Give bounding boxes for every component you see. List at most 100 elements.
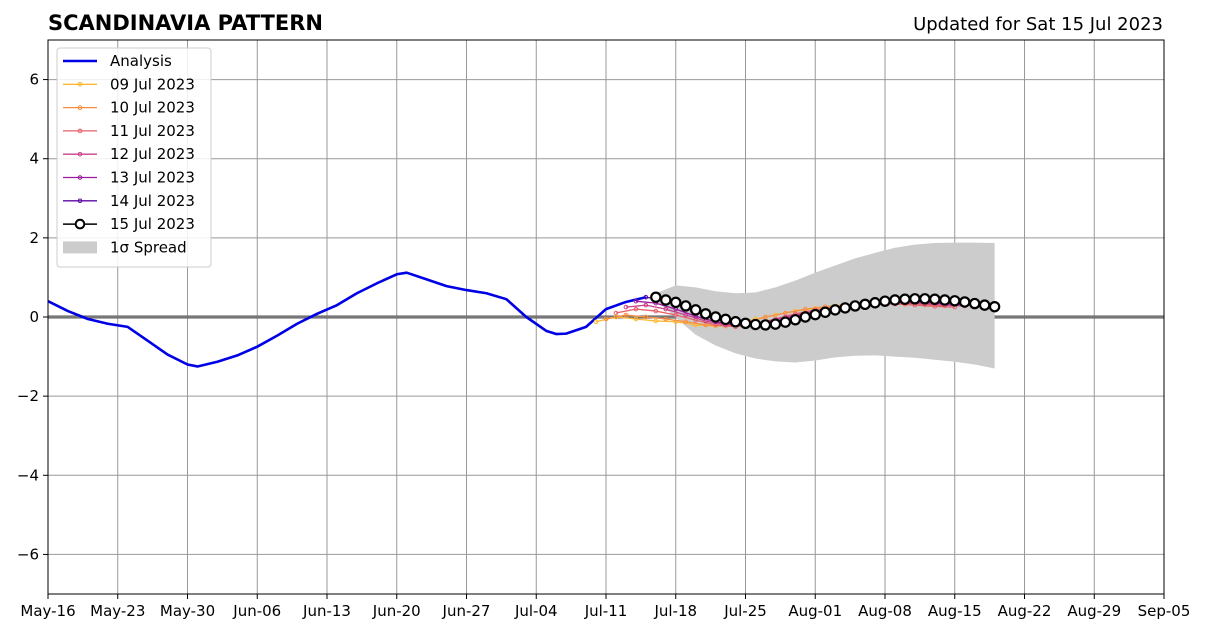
forecast-point	[623, 304, 629, 310]
x-tick-label: Aug-29	[1067, 602, 1121, 620]
forecast-point	[643, 294, 649, 300]
legend-item: 1σ Spread	[63, 238, 187, 256]
legend-label: 13 Jul 2023	[110, 169, 195, 187]
latest-point	[949, 295, 961, 307]
latest-point	[839, 302, 851, 314]
forecast-point	[633, 316, 639, 322]
y-tick-label: −2	[17, 387, 39, 405]
latest-point	[849, 300, 861, 312]
x-tick-label: Jul-04	[514, 602, 558, 620]
spread-band-group	[655, 242, 995, 369]
x-tick-label: Aug-01	[788, 602, 842, 620]
latest-point	[789, 314, 802, 326]
latest-point	[689, 304, 702, 316]
latest-point	[749, 318, 762, 331]
legend-item: 10 Jul 2023	[63, 99, 195, 117]
forecast-point	[633, 306, 639, 312]
latest-point	[968, 297, 981, 310]
latest-point	[988, 301, 1001, 313]
forecast-point	[653, 318, 659, 324]
latest-point	[879, 295, 891, 307]
legend-swatch-marker	[77, 151, 83, 157]
forecast-point	[623, 312, 629, 318]
latest-point	[799, 311, 811, 323]
latest-point	[809, 308, 821, 321]
latest-point	[889, 294, 901, 306]
legend-label: 15 Jul 2023	[110, 215, 195, 233]
latest-point	[739, 317, 752, 330]
forecast-point	[593, 319, 599, 325]
forecast-point	[643, 314, 649, 320]
latest-point	[650, 291, 662, 303]
x-tick-label: May-16	[20, 602, 75, 620]
legend-item: 15 Jul 2023	[63, 215, 195, 233]
legend-label: 12 Jul 2023	[110, 145, 195, 163]
latest-point	[859, 298, 871, 311]
latest-point	[919, 293, 931, 305]
latest-point	[759, 319, 772, 331]
x-tick-label: Aug-08	[858, 602, 912, 620]
chart-title: SCANDINAVIA PATTERN	[48, 11, 323, 35]
legend: Analysis 09 Jul 2023 10 Jul 2023 11 Jul 202…	[56, 47, 212, 268]
latest-point	[709, 311, 722, 323]
latest-point	[660, 294, 672, 306]
legend-swatch-marker	[77, 105, 83, 110]
x-tick-label: Jul-25	[723, 602, 767, 620]
forecast-point	[653, 308, 659, 314]
forecast-point	[673, 312, 679, 318]
legend-label: 10 Jul 2023	[110, 99, 195, 117]
analysis-series-group	[48, 271, 647, 368]
legend-box	[56, 47, 212, 268]
latest-point	[899, 293, 911, 305]
chart-subtitle: Updated for Sat 15 Jul 2023	[913, 14, 1163, 35]
y-tick-label: −4	[17, 466, 39, 484]
latest-point	[909, 293, 921, 305]
legend-swatch-band	[63, 241, 97, 254]
latest-point	[729, 316, 742, 328]
latest-point	[670, 296, 682, 309]
x-tick-label: Jun-27	[442, 602, 491, 620]
forecast-point	[613, 310, 619, 316]
legend-label: 09 Jul 2023	[110, 75, 195, 93]
legend-label: 14 Jul 2023	[110, 192, 195, 210]
latest-point	[769, 318, 782, 330]
legend-label: Analysis	[110, 52, 172, 70]
latest-point	[779, 316, 792, 328]
x-tick-label: Aug-22	[998, 602, 1052, 620]
forecast-point	[763, 314, 768, 320]
legend-item: 09 Jul 2023	[63, 75, 195, 93]
x-tick-label: Aug-15	[928, 602, 982, 620]
x-axis-ticks: May-16 May-23 May-30 Jun-06 Jun-13 Jun-20 Jun-…	[20, 594, 1190, 620]
latest-series-group	[650, 291, 1001, 331]
x-tick-label: Jul-11	[584, 602, 628, 620]
x-tick-label: Jun-13	[302, 602, 351, 620]
x-tick-label: Jul-18	[653, 602, 697, 620]
legend-label: 11 Jul 2023	[110, 122, 195, 140]
analysis-line	[48, 271, 647, 368]
legend-label: 1σ Spread	[110, 238, 187, 256]
latest-point	[939, 294, 951, 306]
forecast-point	[633, 298, 639, 304]
legend-item: 13 Jul 2023	[63, 169, 195, 187]
latest-point	[959, 296, 971, 308]
x-tick-label: Jun-20	[372, 602, 421, 620]
forecast-point	[683, 319, 689, 325]
x-tick-label: May-30	[160, 602, 215, 620]
latest-point	[719, 313, 732, 326]
forecast-point	[663, 316, 669, 322]
legend-swatch-marker	[77, 82, 83, 87]
legend-item: 12 Jul 2023	[63, 145, 195, 163]
legend-swatch-marker	[77, 175, 83, 180]
y-tick-label: 6	[29, 71, 39, 89]
legend-swatch-marker	[77, 198, 83, 204]
latest-point	[699, 308, 712, 320]
latest-point	[869, 297, 881, 309]
x-tick-label: Jun-06	[232, 602, 281, 620]
y-tick-label: 2	[29, 229, 39, 247]
x-tick-label: Sep-05	[1138, 602, 1191, 620]
legend-item: Analysis	[63, 52, 172, 70]
latest-point	[680, 300, 692, 312]
y-tick-label: −6	[17, 545, 39, 563]
y-tick-label: 0	[29, 308, 39, 326]
